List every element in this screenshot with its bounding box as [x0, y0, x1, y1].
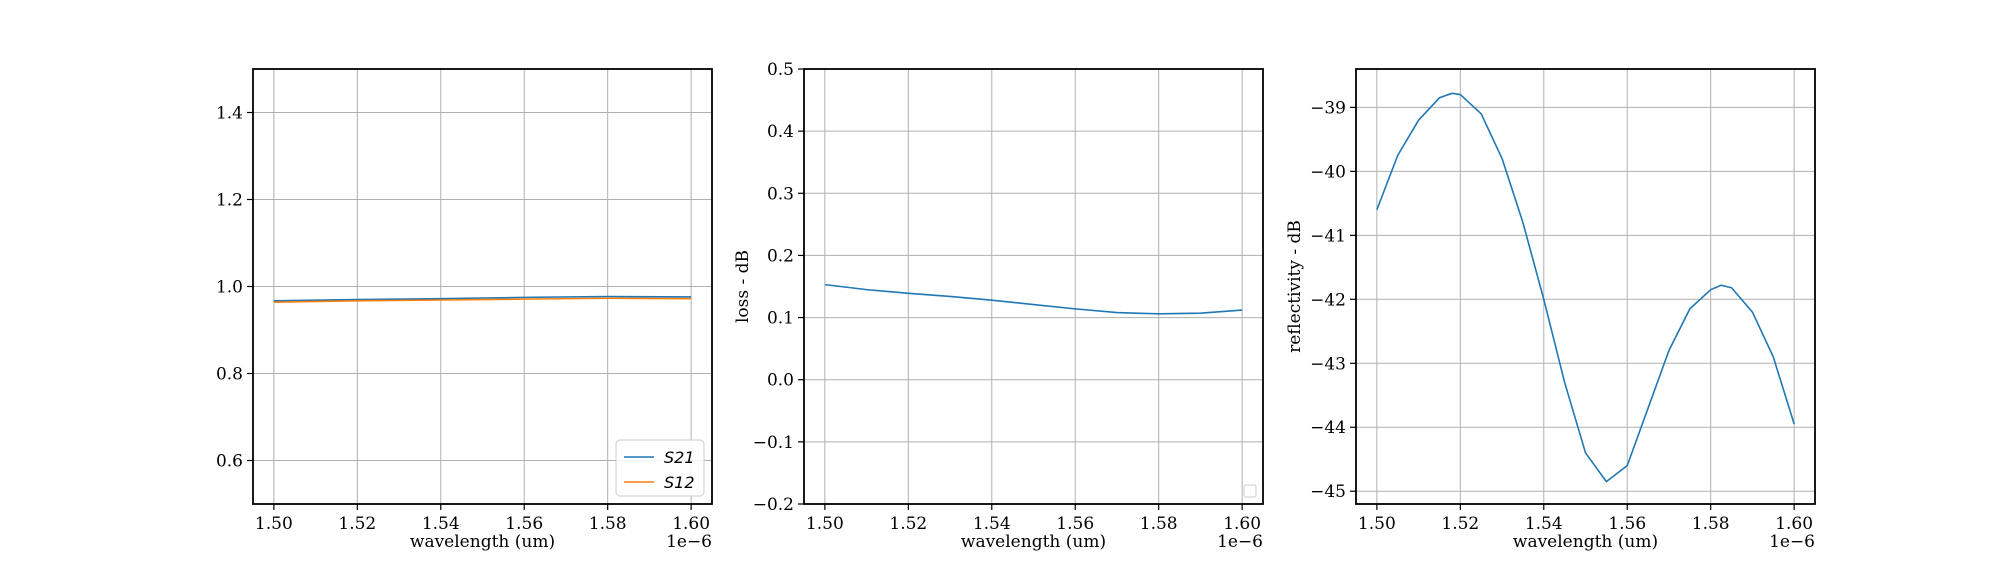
y-tick-label: −42 — [1310, 290, 1346, 310]
x-offset-label: 1e−6 — [1217, 532, 1263, 552]
x-tick-label: 1.50 — [255, 514, 293, 534]
chart-3: 1.50 1.52 1.54 1.56 1.58 1.60 −45 −44 −43 −42 −41 −… — [1285, 68, 1816, 552]
x-tick-label: 1.56 — [1056, 514, 1094, 534]
x-offset-label: 1e−6 — [1769, 532, 1815, 552]
series-line-1 — [824, 283, 1243, 315]
x-tick-label: 1.58 — [1692, 514, 1730, 534]
x-tick-label: 1.50 — [1358, 514, 1396, 534]
y-tick-label: 0.6 — [216, 452, 243, 472]
y-tick-label: −44 — [1310, 418, 1346, 438]
y-axis-label: loss - dB — [733, 250, 753, 323]
chart-2: 1.50 1.52 1.54 1.56 1.58 1.60 −0.2 −0.1 0.0 0.1 0.… — [733, 60, 1264, 552]
x-offset-label: 1e−6 — [666, 532, 712, 552]
x-tick-label: 1.52 — [338, 514, 376, 534]
x-tick-label: 1.52 — [1441, 514, 1479, 534]
x-tick-label: 1.60 — [1223, 514, 1261, 534]
x-axis-label: wavelength (um) — [961, 532, 1106, 552]
series-line-1 — [1376, 92, 1795, 483]
x-tick-label: 1.60 — [1775, 514, 1813, 534]
y-tick-label: −41 — [1310, 226, 1346, 246]
y-tick-label: 1.2 — [216, 191, 243, 211]
y-tick-label: 0.8 — [216, 365, 243, 385]
y-tick-label: −39 — [1310, 98, 1346, 118]
y-tick-label: −40 — [1310, 162, 1346, 182]
x-tick-label: 1.54 — [1525, 514, 1563, 534]
y-tick-label: 0.5 — [767, 60, 794, 80]
y-tick-label: 1.4 — [216, 104, 243, 124]
x-tick-label: 1.56 — [505, 514, 543, 534]
x-tick-label: 1.52 — [889, 514, 927, 534]
legend-label-s12: S12 — [664, 473, 695, 492]
x-tick-label: 1.60 — [672, 514, 710, 534]
y-tick-label: 0.1 — [767, 309, 794, 329]
y-axis-label: reflectivity - dB — [1285, 220, 1305, 353]
y-tick-label: −0.2 — [753, 495, 794, 515]
y-tick-label: 0.0 — [767, 371, 794, 391]
y-tick-label: 0.4 — [767, 122, 794, 142]
x-tick-label: 1.58 — [1140, 514, 1178, 534]
x-tick-label: 1.58 — [589, 514, 627, 534]
x-tick-label: 1.50 — [806, 514, 844, 534]
y-tick-label: −43 — [1310, 354, 1346, 374]
y-tick-label: −0.1 — [753, 433, 794, 453]
y-tick-label: −45 — [1310, 482, 1346, 502]
x-tick-label: 1.54 — [422, 514, 460, 534]
x-tick-label: 1.56 — [1608, 514, 1646, 534]
chart-1: 1.50 1.52 1.54 1.56 1.58 1.60 0.6 0.8 1.0 1.2 1.4 w… — [216, 68, 713, 552]
axes-frame — [1355, 68, 1816, 505]
series-line-s21 — [273, 295, 692, 302]
x-axis-label: wavelength (um) — [410, 532, 555, 552]
y-tick-label: 1.0 — [216, 278, 243, 298]
x-tick-label: 1.54 — [973, 514, 1011, 534]
legend-label-s21: S21 — [664, 448, 695, 467]
axes-frame — [803, 68, 1264, 505]
empty-legend — [1243, 484, 1257, 498]
series-line-s12 — [273, 297, 692, 303]
x-axis-label: wavelength (um) — [1513, 532, 1658, 552]
y-tick-label: 0.2 — [767, 246, 794, 266]
y-tick-label: 0.3 — [767, 184, 794, 204]
